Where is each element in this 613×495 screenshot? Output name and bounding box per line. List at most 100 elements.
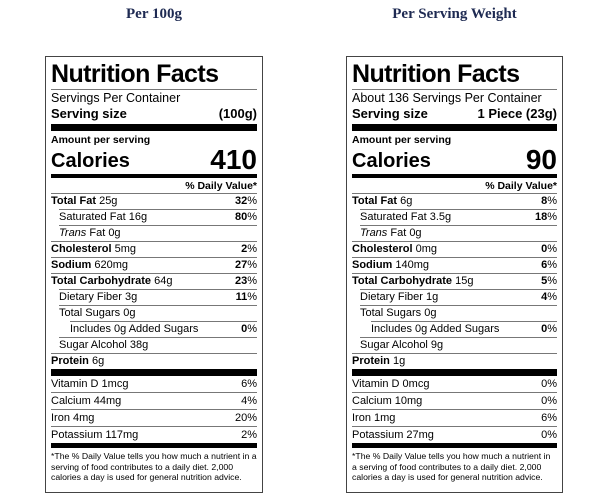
nutrient-row: Total Carbohydrate 64g 23% (51, 273, 257, 289)
nutrient-name: Includes 0g Added Sugars (371, 323, 500, 335)
nutrient-name: Total Fat 25g (51, 195, 118, 207)
daily-value-percent: 0% (541, 323, 557, 335)
daily-value-footnote: *The % Daily Value tells you how much a … (51, 451, 257, 483)
daily-value-percent: 2% (241, 243, 257, 255)
nutrient-name: Trans Fat 0g (360, 227, 422, 239)
daily-value-header: % Daily Value* (51, 178, 257, 194)
serving-size-label: Serving size (352, 106, 428, 121)
vitamin-row: Potassium 27mg 0% (352, 426, 557, 443)
daily-value-percent: 8% (541, 195, 557, 207)
vitamin-row: Iron 1mg 6% (352, 409, 557, 426)
serving-size-label: Serving size (51, 106, 127, 121)
column-header-per-serving-weight: Per Serving Weight (392, 6, 517, 22)
nutrient-name: Total Carbohydrate 64g (51, 275, 173, 287)
nutrient-name: Sodium 620mg (51, 259, 129, 271)
nutrient-name: Total Fat 6g (352, 195, 413, 207)
nutrient-name: Cholesterol 5mg (51, 243, 136, 255)
nutrient-row: Saturated Fat 3.5g 18% (360, 209, 557, 225)
nutrient-name: Protein 1g (352, 355, 406, 367)
vitamin-row: Potassium 117mg 2% (51, 426, 257, 443)
daily-value-header: % Daily Value* (352, 178, 557, 194)
nutrient-row: Total Fat 6g 8% (352, 194, 557, 209)
nutrient-name: Sugar Alcohol 38g (59, 339, 149, 351)
nutrient-row: Sugar Alcohol 38g (59, 337, 257, 353)
nutrient-row: Total Sugars 0g (59, 305, 257, 321)
nutrient-name: Saturated Fat 16g (59, 211, 148, 223)
servings-per-container: Servings Per Container (51, 91, 181, 105)
amount-per-serving-label: Amount per serving (51, 134, 151, 146)
vitamin-row: Iron 4mg 20% (51, 409, 257, 426)
nutrient-name: Dietary Fiber 3g (59, 291, 138, 303)
daily-value-percent: 0% (241, 323, 257, 335)
nutrient-rows: Total Fat 6g 8% Saturated Fat 3.5g 18% Trans… (352, 194, 557, 369)
label-title: Nutrition Facts (352, 61, 557, 90)
nutrient-row: Includes 0g Added Sugars 0% (371, 321, 557, 337)
daily-value-percent: 0% (541, 243, 557, 255)
calories-label: Calories (352, 150, 431, 172)
divider-medium-bar (352, 174, 557, 178)
calories-value: 90 (525, 144, 557, 175)
nutrient-name: Vitamin D 1mcg (51, 377, 129, 390)
divider-thick-bar (51, 369, 257, 376)
serving-size-row: Serving size 1 Piece (23g) (352, 106, 557, 121)
daily-value-percent: 20% (234, 411, 257, 424)
calories-label: Calories (51, 150, 130, 172)
nutrient-name: Potassium 117mg (51, 428, 139, 441)
nutrient-name: Calcium 10mg (352, 394, 423, 407)
nutrient-rows: Total Fat 25g 32% Saturated Fat 16g 80% Tran… (51, 194, 257, 369)
label-title: Nutrition Facts (51, 61, 257, 90)
nutrition-facts-label-per-100g: Nutrition Facts Servings Per Container S… (45, 56, 263, 493)
nutrient-name: Protein 6g (51, 355, 105, 367)
divider-thick-bar (352, 124, 557, 131)
daily-value-percent: 2% (241, 428, 257, 441)
divider-thick-bar (352, 369, 557, 376)
vitamin-rows: Vitamin D 0mcg 0% Calcium 10mg 0% Iron 1mg 6%… (352, 376, 557, 443)
nutrient-name: Total Carbohydrate 15g (352, 275, 474, 287)
daily-value-percent: 6% (541, 259, 557, 271)
nutrient-name: Saturated Fat 3.5g (360, 211, 452, 223)
nutrient-row: Total Fat 25g 32% (51, 194, 257, 209)
calories-row: Calories 90 (352, 144, 557, 175)
daily-value-percent: 0% (541, 428, 557, 441)
nutrient-row: Trans Fat 0g (59, 225, 257, 241)
divider-medium-bar (51, 174, 257, 178)
vitamin-row: Calcium 10mg 0% (352, 392, 557, 409)
daily-value-percent: 5% (541, 275, 557, 287)
vitamin-row: Vitamin D 1mcg 6% (51, 376, 257, 392)
nutrient-row: Includes 0g Added Sugars 0% (70, 321, 257, 337)
vitamin-rows: Vitamin D 1mcg 6% Calcium 44mg 4% Iron 4mg 20… (51, 376, 257, 443)
daily-value-percent: 32% (234, 195, 257, 207)
daily-value-percent: 23% (234, 275, 257, 287)
daily-value-percent: 18% (534, 211, 557, 223)
serving-size-row: Serving size (100g) (51, 106, 257, 121)
daily-value-footnote: *The % Daily Value tells you how much a … (352, 451, 551, 483)
daily-value-percent: 4% (541, 291, 557, 303)
nutrient-name: Calcium 44mg (51, 394, 122, 407)
serving-size-value: (100g) (218, 106, 257, 121)
nutrient-row: Protein 6g (51, 353, 257, 369)
divider-bottom-bar (51, 443, 257, 448)
nutrient-name: Dietary Fiber 1g (360, 291, 439, 303)
vitamin-row: Calcium 44mg 4% (51, 392, 257, 409)
nutrient-name: Potassium 27mg (352, 428, 434, 441)
nutrient-row: Total Sugars 0g (360, 305, 557, 321)
nutrient-name: Sodium 140mg (352, 259, 430, 271)
nutrient-row: Sodium 620mg 27% (51, 257, 257, 273)
serving-size-value: 1 Piece (23g) (477, 106, 558, 121)
nutrient-row: Total Carbohydrate 15g 5% (352, 273, 557, 289)
nutrient-row: Trans Fat 0g (360, 225, 557, 241)
daily-value-percent: 11% (235, 291, 257, 303)
nutrient-row: Sodium 140mg 6% (352, 257, 557, 273)
nutrient-name: Includes 0g Added Sugars (70, 323, 199, 335)
nutrient-name: Iron 4mg (51, 411, 95, 424)
daily-value-percent: 0% (541, 377, 557, 390)
nutrient-name: Iron 1mg (352, 411, 396, 424)
nutrient-row: Cholesterol 5mg 2% (51, 241, 257, 257)
divider-bottom-bar (352, 443, 557, 448)
nutrient-name: Total Sugars 0g (59, 307, 136, 319)
daily-value-percent: 4% (241, 394, 257, 407)
vitamin-row: Vitamin D 0mcg 0% (352, 376, 557, 392)
nutrient-row: Dietary Fiber 1g 4% (360, 289, 557, 305)
nutrition-facts-label-per-serving: Nutrition Facts About 136 Servings Per C… (346, 56, 563, 493)
